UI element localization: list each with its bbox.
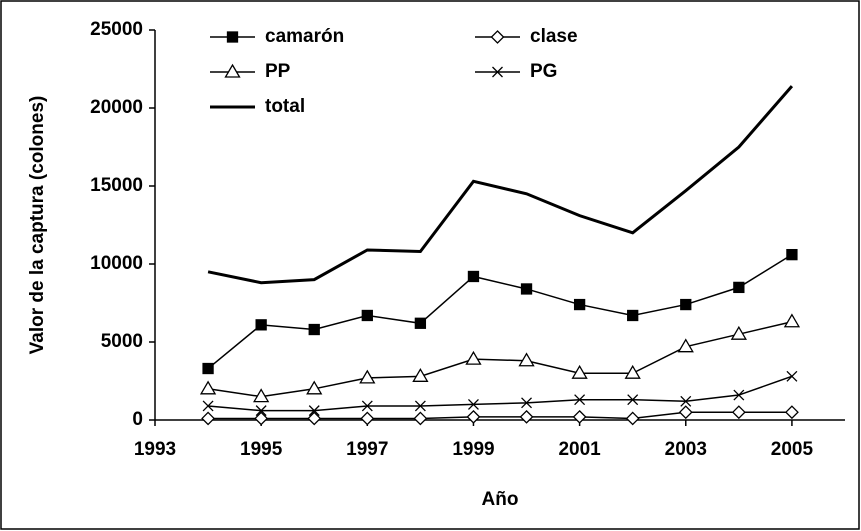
x-tick-label: 1993 bbox=[134, 439, 176, 460]
legend-marker bbox=[224, 63, 241, 78]
marker bbox=[412, 368, 429, 382]
marker bbox=[624, 364, 641, 379]
x-tick-label: 1997 bbox=[346, 439, 388, 460]
marker bbox=[574, 394, 586, 406]
marker bbox=[413, 411, 428, 426]
marker bbox=[680, 395, 692, 407]
marker bbox=[359, 369, 376, 384]
marker bbox=[467, 270, 480, 283]
marker bbox=[786, 248, 798, 261]
y-tick-label: 15000 bbox=[90, 175, 143, 196]
marker bbox=[785, 405, 799, 420]
legend-marker bbox=[490, 30, 505, 44]
marker bbox=[414, 317, 427, 329]
x-tick-label: 2005 bbox=[771, 439, 814, 460]
y-tick-label: 20000 bbox=[90, 97, 143, 118]
marker bbox=[571, 364, 588, 379]
x-axis-label: Año bbox=[482, 489, 519, 510]
marker bbox=[572, 409, 587, 424]
marker bbox=[202, 362, 214, 375]
marker bbox=[678, 405, 693, 420]
series-line bbox=[207, 254, 793, 370]
marker bbox=[465, 350, 482, 365]
marker bbox=[308, 323, 320, 336]
series-line bbox=[207, 320, 793, 398]
series-line bbox=[208, 411, 792, 420]
marker bbox=[468, 398, 479, 410]
marker bbox=[733, 281, 745, 294]
marker bbox=[306, 380, 323, 395]
marker bbox=[466, 409, 481, 424]
series-line bbox=[208, 375, 793, 412]
y-tick-label: 25000 bbox=[90, 19, 143, 40]
y-tick-label: 5000 bbox=[101, 331, 143, 352]
marker bbox=[521, 397, 532, 409]
marker bbox=[730, 325, 747, 340]
marker bbox=[625, 411, 640, 426]
x-tick-label: 1999 bbox=[452, 439, 494, 460]
x-tick-label: 1995 bbox=[240, 439, 283, 460]
marker bbox=[680, 298, 692, 311]
legend-marker bbox=[492, 66, 503, 78]
legend-label: clase bbox=[530, 26, 578, 47]
marker bbox=[627, 394, 639, 406]
legend-marker bbox=[226, 31, 239, 43]
y-axis-label: Valor de la captura (colones) bbox=[27, 96, 48, 355]
marker bbox=[733, 389, 745, 401]
marker bbox=[199, 380, 217, 395]
y-tick-label: 0 bbox=[132, 409, 143, 430]
x-tick-label: 2003 bbox=[665, 439, 707, 460]
marker bbox=[786, 370, 798, 382]
marker bbox=[308, 405, 320, 417]
legend-label: PG bbox=[530, 61, 557, 82]
marker bbox=[307, 411, 322, 426]
marker bbox=[255, 319, 267, 331]
marker bbox=[201, 411, 215, 426]
marker bbox=[414, 400, 426, 412]
series-line bbox=[207, 85, 794, 285]
marker bbox=[202, 400, 214, 412]
marker bbox=[255, 405, 267, 417]
marker bbox=[253, 388, 270, 403]
x-tick-label: 2001 bbox=[558, 439, 601, 460]
marker bbox=[519, 409, 534, 424]
marker bbox=[254, 411, 269, 426]
marker bbox=[360, 411, 375, 426]
y-tick-label: 10000 bbox=[90, 253, 143, 274]
legend-label: camarón bbox=[265, 26, 344, 47]
legend-label: total bbox=[265, 96, 305, 117]
marker bbox=[361, 400, 373, 412]
marker bbox=[627, 309, 639, 322]
marker bbox=[677, 338, 694, 353]
marker bbox=[783, 313, 801, 328]
marker bbox=[361, 309, 373, 322]
marker bbox=[731, 405, 746, 420]
marker bbox=[518, 352, 535, 367]
legend-label: PP bbox=[265, 61, 291, 82]
marker bbox=[520, 283, 533, 295]
marker bbox=[573, 298, 586, 311]
